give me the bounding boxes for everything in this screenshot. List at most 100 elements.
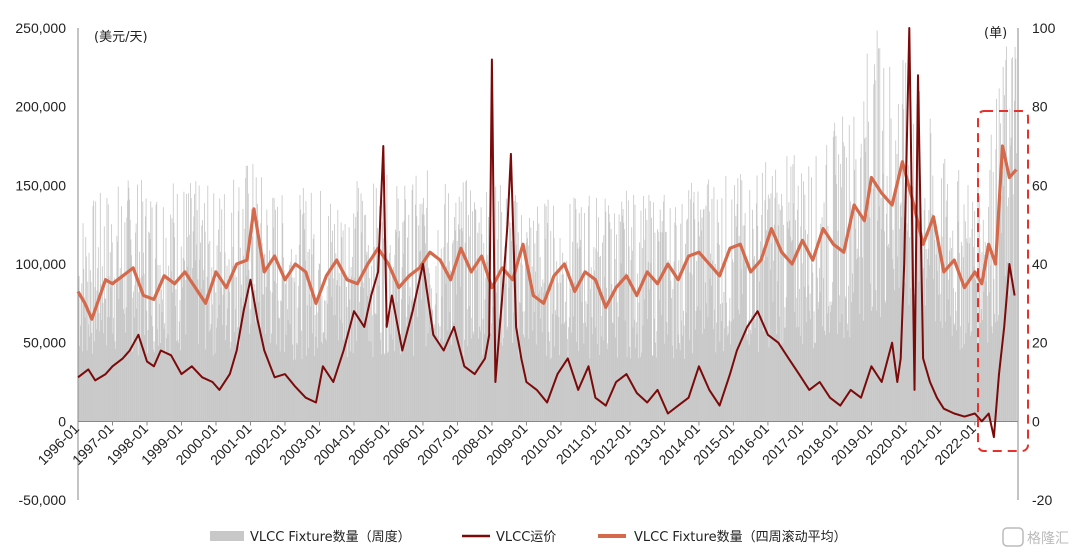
- fixture-bar: [135, 232, 136, 422]
- fixture-bar: [647, 261, 649, 422]
- fixture-bar: [653, 318, 655, 422]
- fixture-bar: [759, 281, 761, 422]
- fixture-bar: [127, 180, 129, 422]
- fixture-bar: [298, 244, 300, 422]
- fixture-bar: [539, 257, 541, 422]
- fixture-bar: [706, 303, 708, 422]
- fixture-bar: [119, 278, 120, 422]
- fixture-bar: [841, 314, 843, 422]
- fixture-bar: [325, 300, 327, 422]
- fixture-bar: [808, 166, 810, 422]
- fixture-bar: [198, 344, 199, 422]
- fixture-bar: [86, 350, 88, 422]
- fixture-bar: [430, 288, 432, 422]
- fixture-bar: [334, 315, 336, 422]
- fixture-bar: [347, 276, 349, 422]
- fixture-bar: [491, 283, 493, 422]
- fixture-bar: [310, 192, 312, 422]
- fixture-bar: [803, 286, 805, 422]
- fixture-bar: [391, 270, 393, 422]
- fixture-bar: [702, 209, 704, 422]
- fixture-bar: [679, 343, 680, 422]
- fixture-bar: [102, 303, 104, 422]
- fixture-bar: [746, 340, 748, 422]
- fixture-bar: [509, 221, 511, 422]
- fixture-bar: [535, 271, 536, 422]
- fixture-bar: [267, 225, 268, 422]
- fixture-bar: [366, 251, 368, 422]
- fixture-bar: [643, 299, 645, 422]
- fixture-bar: [703, 208, 705, 422]
- fixture-bar: [775, 169, 777, 422]
- fixture-bar: [413, 298, 415, 422]
- fixture-bar: [121, 275, 123, 422]
- left-tick-label: 50,000: [23, 335, 66, 351]
- fixture-bar: [625, 272, 627, 422]
- fixture-bar: [335, 253, 337, 422]
- fixture-bar: [556, 261, 558, 422]
- fixture-bar: [937, 240, 939, 422]
- fixture-bar: [201, 225, 203, 422]
- fixture-bar: [167, 334, 169, 422]
- fixture-bar: [418, 225, 420, 422]
- fixture-bar: [456, 294, 457, 422]
- fixture-bar: [79, 346, 81, 422]
- fixture-bar: [318, 270, 319, 422]
- fixture-bar: [845, 298, 847, 422]
- fixture-bar: [958, 253, 960, 422]
- fixture-bar: [485, 191, 487, 422]
- fixture-bar: [239, 346, 241, 422]
- fixture-bar: [120, 278, 122, 422]
- fixture-bar: [1005, 59, 1007, 422]
- fixture-bar: [535, 344, 537, 422]
- fixture-bar: [779, 209, 781, 422]
- fixture-bar: [486, 255, 488, 422]
- fixture-bar: [157, 265, 159, 422]
- fixture-bar: [653, 202, 654, 422]
- fixture-bar: [533, 312, 535, 422]
- fixture-bar: [490, 334, 492, 422]
- fixture-bar: [411, 300, 412, 422]
- fixture-bar: [749, 189, 751, 422]
- fixture-bar: [435, 265, 437, 422]
- fixture-bar: [571, 283, 573, 422]
- fixture-bar: [484, 299, 486, 422]
- fixture-bar: [688, 339, 690, 422]
- fixture-bar: [618, 214, 620, 422]
- fixture-bar: [979, 247, 981, 422]
- fixture-bar: [710, 285, 712, 422]
- fixture-bar: [624, 320, 626, 422]
- fixture-bar: [590, 267, 592, 422]
- fixture-bar: [346, 286, 347, 422]
- fixture-bar: [804, 194, 806, 422]
- fixture-bar: [339, 286, 341, 422]
- fixture-bar: [334, 224, 335, 422]
- fixture-bar: [197, 279, 199, 422]
- fixture-bar: [90, 281, 92, 422]
- fixture-bar: [200, 288, 202, 422]
- fixture-bar: [432, 324, 434, 422]
- fixture-bar: [145, 198, 147, 422]
- fixture-bar: [286, 280, 288, 422]
- fixture-bar: [677, 282, 678, 422]
- fixture-bar: [844, 296, 846, 422]
- fixture-bar: [135, 223, 137, 422]
- fixture-bar: [208, 243, 209, 422]
- fixture-bar: [663, 194, 665, 422]
- fixture-bar: [955, 310, 957, 422]
- fixture-bar: [314, 355, 316, 422]
- fixture-bar: [177, 340, 179, 422]
- fixture-bar: [91, 332, 93, 422]
- fixture-bar: [722, 303, 723, 422]
- fixture-bar: [584, 212, 585, 422]
- fixture-bar: [573, 197, 575, 422]
- fixture-bar: [771, 243, 773, 422]
- fixture-bar: [766, 256, 768, 422]
- fixture-bar: [644, 239, 646, 422]
- fixture-bar: [301, 358, 303, 422]
- fixture-bar: [448, 193, 450, 422]
- fixture-bar: [489, 333, 491, 422]
- fixture-bar: [91, 353, 93, 422]
- fixture-bar: [1006, 206, 1008, 422]
- fixture-bar: [344, 224, 346, 422]
